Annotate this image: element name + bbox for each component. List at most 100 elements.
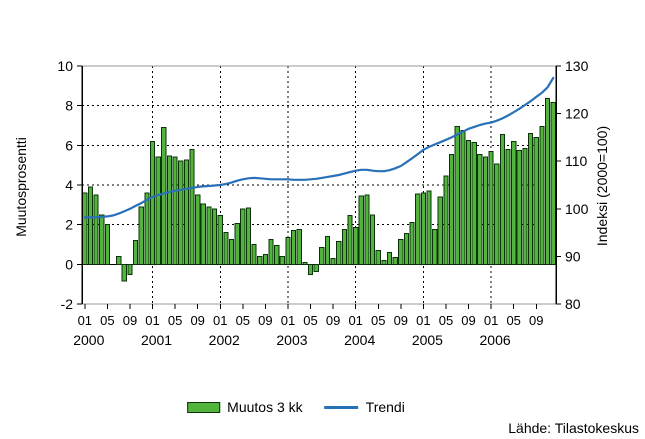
- bar-2001-10: [200, 203, 206, 265]
- bar-2003-05: [307, 263, 314, 275]
- x-tick-2001-09: 09: [190, 313, 204, 328]
- bar-2006-09: [533, 136, 539, 265]
- x-tick-2001-01: 01: [145, 313, 159, 328]
- y-tick-left-8: 8: [65, 98, 73, 114]
- bar-2004-04: [370, 214, 376, 265]
- y-tick-right-100: 100: [565, 201, 589, 217]
- y-tick-right-130: 130: [565, 58, 589, 74]
- bar-2002-05: [240, 208, 246, 265]
- x-year-label-2000: 2000: [73, 332, 104, 348]
- y-axis-left-title: Muutosprosentti: [13, 137, 29, 237]
- bar-2002-08: [257, 255, 263, 265]
- bar-2004-03: [364, 194, 370, 265]
- x-tick-2000-01: 01: [78, 313, 92, 328]
- bar-2001-12: [212, 208, 218, 265]
- y-tick-right-110: 110: [565, 153, 588, 169]
- bar-2005-12: [482, 156, 489, 265]
- bar-2003-09: [330, 257, 336, 265]
- bar-2001-06: [178, 160, 184, 265]
- x-year-label-2004: 2004: [344, 332, 375, 348]
- bar-2003-02: [291, 230, 297, 265]
- x-tick-2004-01: 01: [348, 313, 362, 328]
- x-tick-2002-01: 01: [213, 313, 227, 328]
- x-tick-2004-05: 05: [371, 313, 385, 328]
- legend-bars-swatch-icon: [187, 401, 221, 413]
- bar-2000-11: [138, 206, 144, 265]
- bar-2006-11: [544, 98, 551, 265]
- bar-2004-02: [358, 195, 364, 265]
- bar-2005-01: [420, 192, 426, 265]
- x-year-label-2005: 2005: [412, 332, 443, 348]
- x-tick-2000-09: 09: [123, 313, 137, 328]
- y-tick-left-6: 6: [65, 137, 73, 153]
- bar-2005-06: [449, 153, 455, 265]
- bar-2000-01: [82, 192, 88, 265]
- bar-2000-05: [104, 224, 110, 265]
- gridlines: [82, 66, 556, 304]
- bar-2003-07: [319, 246, 325, 265]
- bar-2006-05: [511, 140, 517, 265]
- bar-2001-07: [183, 159, 189, 265]
- y-tick-left-0: 0: [65, 256, 73, 272]
- bar-2005-10: [471, 141, 477, 265]
- source-label: Lähde: Tilastokeskus: [508, 420, 639, 436]
- bar-2004-06: [381, 259, 387, 265]
- x-tick-2004-09: 09: [394, 313, 408, 328]
- x-tick-2006-01: 01: [484, 313, 498, 328]
- bar-2005-05: [443, 175, 449, 265]
- bar-2000-12: [144, 192, 150, 265]
- bar-2005-04: [437, 196, 443, 265]
- bar-2002-06: [245, 207, 252, 265]
- axis-tick-labels: 10 8 6 4 2 0 -2 130 120 110 100 90 80 01 05 09 2000 01 05 0…: [57, 58, 588, 348]
- bar-2006-07: [522, 147, 528, 265]
- y-tick-right-120: 120: [565, 106, 589, 122]
- bar-2005-08: [460, 129, 466, 265]
- bar-2002-04: [234, 223, 240, 265]
- y-tick-left-10: 10: [57, 58, 73, 74]
- bar-2004-08: [392, 256, 398, 265]
- bar-2002-10: [268, 239, 274, 265]
- bar-2004-01: [353, 227, 359, 265]
- x-year-label-2006: 2006: [480, 332, 511, 348]
- bar-2003-04: [302, 261, 308, 265]
- trend-line: [83, 76, 555, 219]
- bar-2001-11: [206, 206, 212, 265]
- bar-2000-07: [116, 255, 122, 265]
- x-tick-2003-05: 05: [303, 313, 317, 328]
- bar-2000-02: [87, 186, 94, 265]
- bar-2000-03: [93, 194, 99, 265]
- x-tick-2006-09: 09: [529, 313, 543, 328]
- bar-2006-08: [528, 132, 534, 265]
- bar-2003-08: [324, 236, 331, 265]
- bar-2002-11: [274, 244, 280, 265]
- bar-2004-12: [415, 193, 421, 265]
- bar-2005-03: [432, 229, 438, 265]
- bar-2005-11: [477, 153, 483, 265]
- bar-2000-08: [121, 263, 127, 282]
- bar-2000-10: [133, 240, 139, 265]
- bar-2005-07: [454, 125, 460, 265]
- bar-2001-09: [195, 194, 201, 265]
- bar-2001-04: [166, 155, 173, 265]
- bar-2004-10: [403, 233, 410, 265]
- bar-2000-09: [127, 263, 133, 275]
- bar-2006-10: [539, 125, 545, 265]
- axis-ticks: [77, 65, 561, 309]
- x-tick-2002-05: 05: [236, 313, 250, 328]
- x-tick-2003-09: 09: [326, 313, 340, 328]
- x-tick-2005-05: 05: [439, 313, 453, 328]
- bar-2006-03: [499, 133, 505, 265]
- bar-2001-03: [161, 126, 167, 265]
- bar-2006-06: [516, 149, 522, 265]
- legend: Muutos 3 kk Trendi: [187, 399, 405, 415]
- x-year-label-2003: 2003: [276, 332, 307, 348]
- bar-2005-09: [465, 139, 472, 265]
- bars-series-muutos: [82, 98, 556, 282]
- y-tick-left-2: 2: [65, 217, 73, 233]
- bar-2004-07: [386, 251, 393, 265]
- bar-2002-03: [228, 239, 235, 265]
- x-tick-2005-01: 01: [416, 313, 430, 328]
- bar-2004-11: [409, 222, 415, 265]
- x-tick-2003-01: 01: [281, 313, 295, 328]
